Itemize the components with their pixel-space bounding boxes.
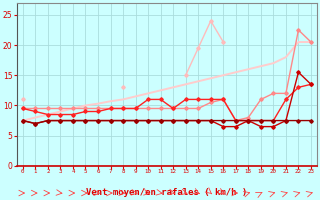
X-axis label: Vent moyen/en rafales ( km/h ): Vent moyen/en rafales ( km/h ) (86, 188, 248, 197)
